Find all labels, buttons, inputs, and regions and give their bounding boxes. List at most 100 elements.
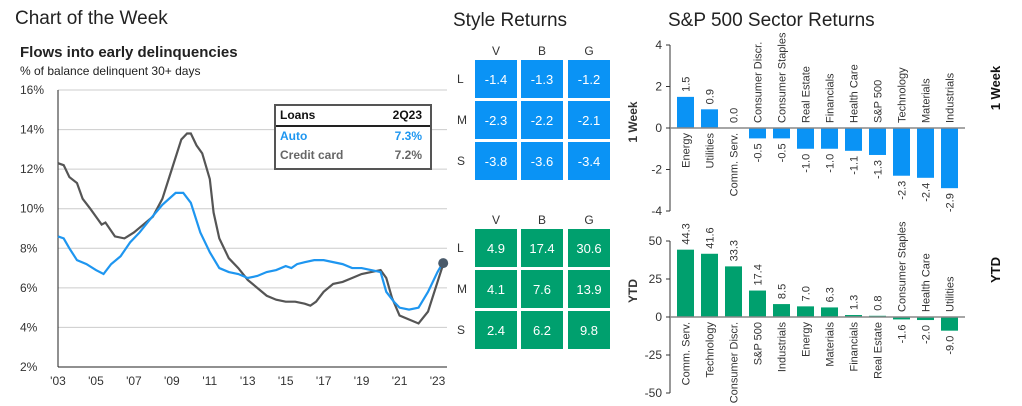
value-label: 6.3 bbox=[825, 287, 837, 302]
x-tick-label: '05 bbox=[88, 374, 104, 388]
style-row-label: M bbox=[457, 113, 467, 127]
category-label: S&P 500 bbox=[753, 322, 765, 365]
category-label: Comm. Serv. bbox=[729, 133, 741, 196]
style-cell-week: -3.8 bbox=[475, 142, 517, 180]
category-label: S&P 500 bbox=[873, 80, 885, 123]
style-cell-ytd: 6.2 bbox=[521, 311, 563, 349]
category-label: Financials bbox=[849, 322, 861, 372]
style-cell-ytd: 4.1 bbox=[475, 270, 517, 308]
style-row-label: L bbox=[457, 72, 464, 86]
value-label: -0.5 bbox=[777, 143, 789, 162]
x-tick-label: '15 bbox=[278, 374, 294, 388]
category-label: Consumer Discr. bbox=[753, 42, 765, 123]
style-cell-ytd: 17.4 bbox=[521, 229, 563, 267]
value-label: -9.0 bbox=[945, 336, 957, 355]
legend-credit-label: Credit card bbox=[280, 148, 344, 162]
category-label: Materials bbox=[825, 322, 837, 367]
style-row-label: M bbox=[457, 282, 467, 296]
category-label: Health Care bbox=[921, 253, 933, 312]
category-label: Technology bbox=[897, 67, 909, 123]
style-cell-ytd: 2.4 bbox=[475, 311, 517, 349]
line-chart-title: Flows into early delinquencies bbox=[20, 44, 238, 61]
legend-header-loans: Loans bbox=[280, 108, 316, 122]
bar bbox=[677, 249, 694, 317]
category-label: Industrials bbox=[777, 322, 789, 373]
style-cell-ytd: 7.6 bbox=[521, 270, 563, 308]
legend-header-period: 2Q23 bbox=[392, 108, 422, 122]
style-cell-week: -2.3 bbox=[475, 101, 517, 139]
style-panel-label: YTD bbox=[626, 279, 640, 303]
x-tick-label: '03 bbox=[50, 374, 66, 388]
category-label: Energy bbox=[681, 133, 693, 168]
bar bbox=[749, 128, 766, 139]
category-label: Consumer Staples bbox=[897, 221, 909, 312]
y-tick-label: 6% bbox=[20, 281, 38, 295]
line-legend: Loans 2Q23 Auto 7.3% Credit card 7.2% bbox=[274, 104, 432, 170]
style-cell-ytd: 4.9 bbox=[475, 229, 517, 267]
bar bbox=[773, 304, 790, 317]
category-label: Utilities bbox=[705, 133, 717, 169]
y-tick-label: 14% bbox=[20, 123, 44, 137]
value-label: 8.5 bbox=[777, 284, 789, 299]
style-column-header: B bbox=[537, 213, 546, 227]
bar bbox=[677, 96, 694, 128]
line-chart-subtitle: % of balance delinquent 30+ days bbox=[20, 64, 201, 78]
y-tick-label: -2 bbox=[651, 163, 662, 177]
bar bbox=[701, 109, 718, 128]
y-tick-label: 50 bbox=[649, 234, 663, 248]
category-label: Technology bbox=[705, 322, 717, 378]
category-label: Real Estate bbox=[801, 66, 813, 123]
y-tick-label: 0 bbox=[655, 121, 662, 135]
bar bbox=[893, 128, 910, 176]
style-cell-ytd: 30.6 bbox=[568, 229, 610, 267]
value-label: 1.3 bbox=[849, 295, 861, 310]
style-cell-week: -1.4 bbox=[475, 60, 517, 98]
style-cell-ytd: 13.9 bbox=[568, 270, 610, 308]
x-tick-label: '23 bbox=[430, 374, 446, 388]
style-row-label: S bbox=[457, 323, 466, 337]
value-label: 1.5 bbox=[681, 77, 693, 92]
end-point-marker bbox=[438, 258, 449, 269]
bar bbox=[749, 290, 766, 317]
y-tick-label: 0 bbox=[655, 310, 662, 324]
y-tick-label: -50 bbox=[645, 386, 663, 400]
category-label: Energy bbox=[801, 322, 813, 357]
y-tick-label: -25 bbox=[645, 348, 663, 362]
style-row-label: S bbox=[457, 154, 466, 168]
value-label: 0.0 bbox=[729, 108, 741, 123]
legend-auto-label: Auto bbox=[280, 129, 308, 143]
page-title: Chart of the Week bbox=[15, 8, 168, 29]
value-label: -1.3 bbox=[873, 160, 885, 179]
bar bbox=[917, 128, 934, 178]
x-tick-label: '07 bbox=[126, 374, 142, 388]
bar bbox=[845, 128, 862, 151]
legend-auto-value: 7.3% bbox=[394, 129, 422, 143]
category-label: Industrials bbox=[945, 72, 957, 123]
style-returns-title: Style Returns bbox=[453, 10, 568, 31]
value-label: -2.3 bbox=[897, 181, 909, 200]
x-tick-label: '09 bbox=[164, 374, 180, 388]
sector-returns-title: S&P 500 Sector Returns bbox=[668, 10, 875, 31]
y-tick-label: 25 bbox=[649, 272, 663, 286]
category-label: Materials bbox=[921, 78, 933, 123]
bar bbox=[797, 128, 814, 149]
value-label: 0.9 bbox=[705, 89, 717, 104]
series-line-credit-card bbox=[57, 132, 445, 325]
bar bbox=[869, 128, 886, 155]
style-cell-week: -1.2 bbox=[568, 60, 610, 98]
bar bbox=[821, 307, 838, 317]
bar bbox=[725, 266, 742, 317]
style-cell-week: -3.6 bbox=[521, 142, 563, 180]
value-label: -2.4 bbox=[921, 183, 933, 202]
category-label: Utilities bbox=[945, 276, 957, 312]
bar bbox=[845, 315, 862, 317]
style-column-header: V bbox=[491, 44, 500, 58]
value-label: -0.5 bbox=[753, 143, 765, 162]
y-tick-label: 4% bbox=[20, 320, 38, 334]
y-tick-label: 4 bbox=[655, 38, 662, 52]
y-tick-label: -4 bbox=[651, 204, 662, 218]
bar bbox=[941, 128, 958, 189]
y-tick-label: 12% bbox=[20, 162, 44, 176]
category-label: Consumer Staples bbox=[777, 32, 789, 123]
